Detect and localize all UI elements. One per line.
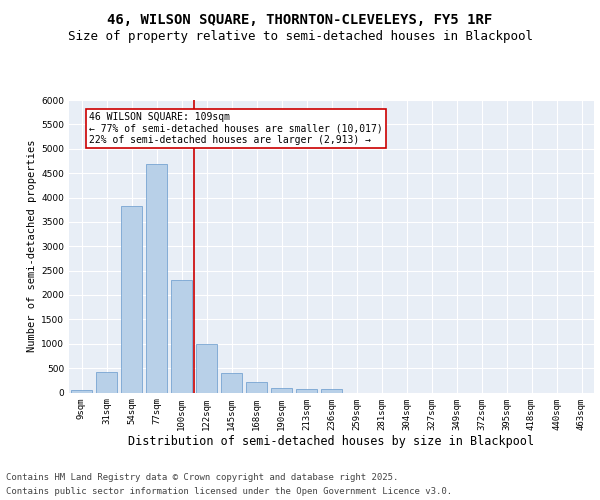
- Text: Contains HM Land Registry data © Crown copyright and database right 2025.: Contains HM Land Registry data © Crown c…: [6, 472, 398, 482]
- Bar: [296, 389, 317, 392]
- Bar: [71, 390, 92, 392]
- Bar: [221, 373, 242, 392]
- Bar: [146, 164, 167, 392]
- X-axis label: Distribution of semi-detached houses by size in Blackpool: Distribution of semi-detached houses by …: [128, 435, 535, 448]
- Y-axis label: Number of semi-detached properties: Number of semi-detached properties: [27, 140, 37, 352]
- Text: Size of property relative to semi-detached houses in Blackpool: Size of property relative to semi-detach…: [67, 30, 533, 43]
- Bar: [121, 206, 142, 392]
- Bar: [196, 344, 217, 393]
- Bar: [171, 280, 192, 392]
- Text: 46 WILSON SQUARE: 109sqm
← 77% of semi-detached houses are smaller (10,017)
22% : 46 WILSON SQUARE: 109sqm ← 77% of semi-d…: [89, 112, 383, 146]
- Bar: [321, 390, 342, 392]
- Bar: [271, 388, 292, 392]
- Text: Contains public sector information licensed under the Open Government Licence v3: Contains public sector information licen…: [6, 488, 452, 496]
- Text: 46, WILSON SQUARE, THORNTON-CLEVELEYS, FY5 1RF: 46, WILSON SQUARE, THORNTON-CLEVELEYS, F…: [107, 12, 493, 26]
- Bar: [96, 372, 117, 392]
- Bar: [246, 382, 267, 392]
